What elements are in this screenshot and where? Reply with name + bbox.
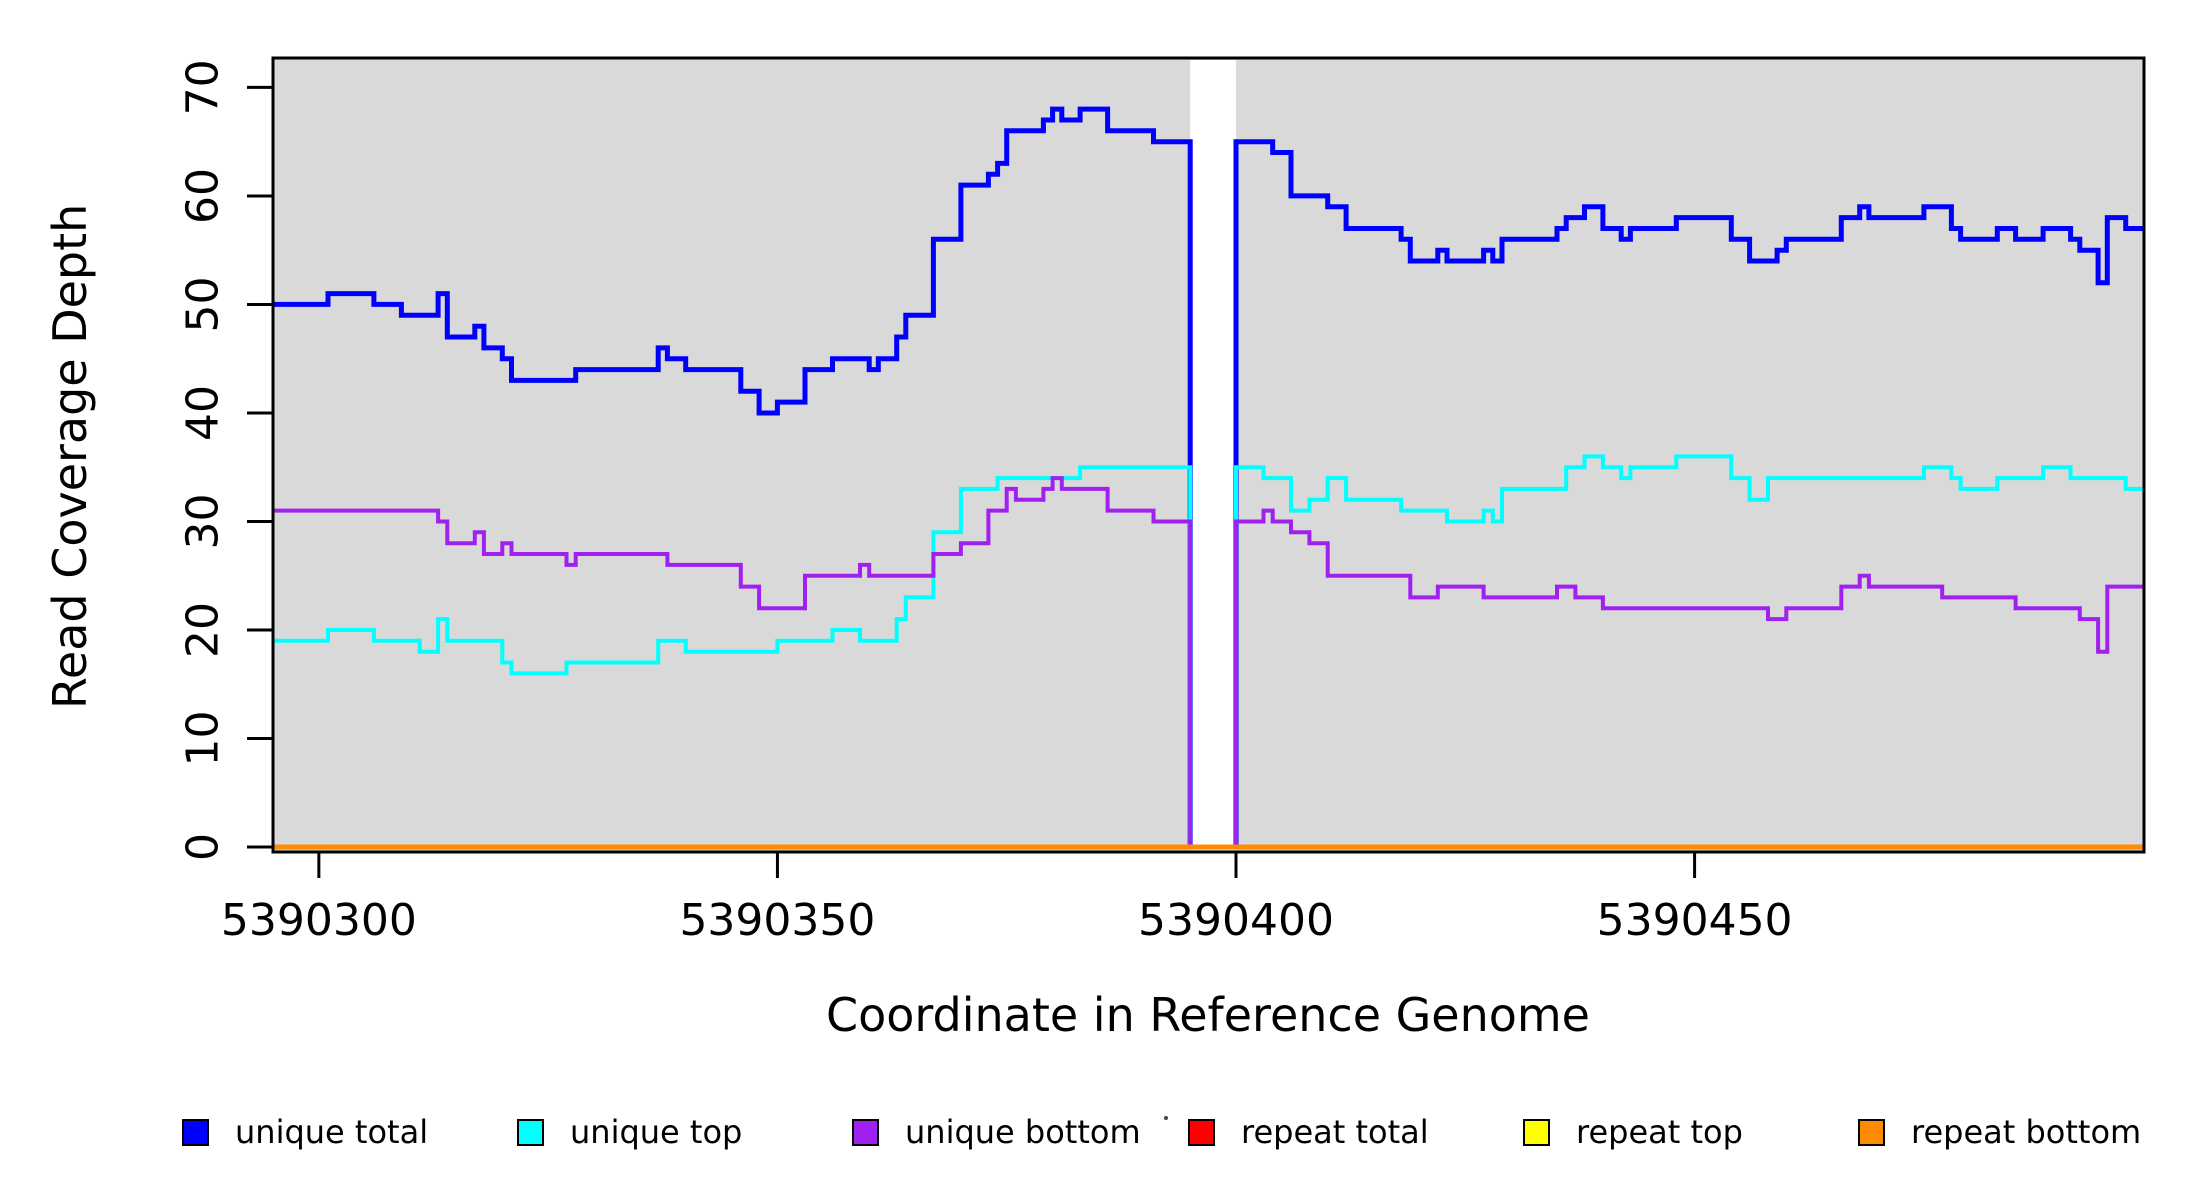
- legend-item-unique-top: unique top: [517, 1112, 742, 1152]
- legend-item-repeat-total: repeat total: [1188, 1112, 1429, 1152]
- no-data-gap-band: [1190, 60, 1237, 850]
- repeat-top-swatch-icon: [1523, 1118, 1550, 1146]
- repeat-bottom-swatch-icon: [1858, 1118, 1885, 1146]
- y-tick-label: 40: [177, 385, 228, 441]
- legend-label: unique bottom: [905, 1113, 1141, 1151]
- series-unique-top: [273, 454, 2144, 849]
- legend-label: repeat total: [1241, 1113, 1429, 1151]
- unique-total-swatch-icon: [182, 1118, 209, 1146]
- stray-point-marker: [1164, 1116, 1168, 1120]
- x-axis-title: Coordinate in Reference Genome: [826, 988, 1590, 1042]
- legend-item-unique-bottom: unique bottom: [852, 1112, 1141, 1152]
- series-unique-bottom: [273, 476, 2144, 849]
- y-tick-label: 30: [177, 493, 228, 549]
- series-unique-total: [273, 106, 2144, 850]
- y-tick-label: 60: [177, 168, 228, 224]
- unique-bottom-swatch-icon: [852, 1118, 879, 1146]
- y-tick-label: 20: [177, 602, 228, 658]
- plot-border: [271, 56, 2146, 854]
- legend-item-repeat-top: repeat top: [1523, 1112, 1743, 1152]
- x-tick-label: 5390350: [679, 895, 875, 946]
- legend-label: repeat top: [1576, 1113, 1743, 1151]
- legend-label: unique total: [235, 1113, 429, 1151]
- y-tick-label: 50: [177, 276, 228, 332]
- y-axis-title: Read Coverage Depth: [43, 203, 97, 709]
- repeat-total-swatch-icon: [1188, 1118, 1215, 1146]
- legend-item-unique-total: unique total: [182, 1112, 428, 1152]
- x-tick-label: 5390300: [221, 895, 417, 946]
- x-tick-label: 5390400: [1138, 895, 1334, 946]
- legend-item-repeat-bottom: repeat bottom: [1858, 1112, 2141, 1152]
- y-tick-label: 10: [177, 710, 228, 766]
- y-tick-label: 70: [177, 59, 228, 115]
- legend-label: repeat bottom: [1911, 1113, 2142, 1151]
- y-tick-label: 0: [177, 833, 228, 861]
- legend-label: unique top: [570, 1113, 743, 1151]
- x-tick-label: 5390450: [1597, 895, 1793, 946]
- legend: unique total unique top unique bottom re…: [0, 1112, 2200, 1172]
- unique-top-swatch-icon: [517, 1118, 544, 1146]
